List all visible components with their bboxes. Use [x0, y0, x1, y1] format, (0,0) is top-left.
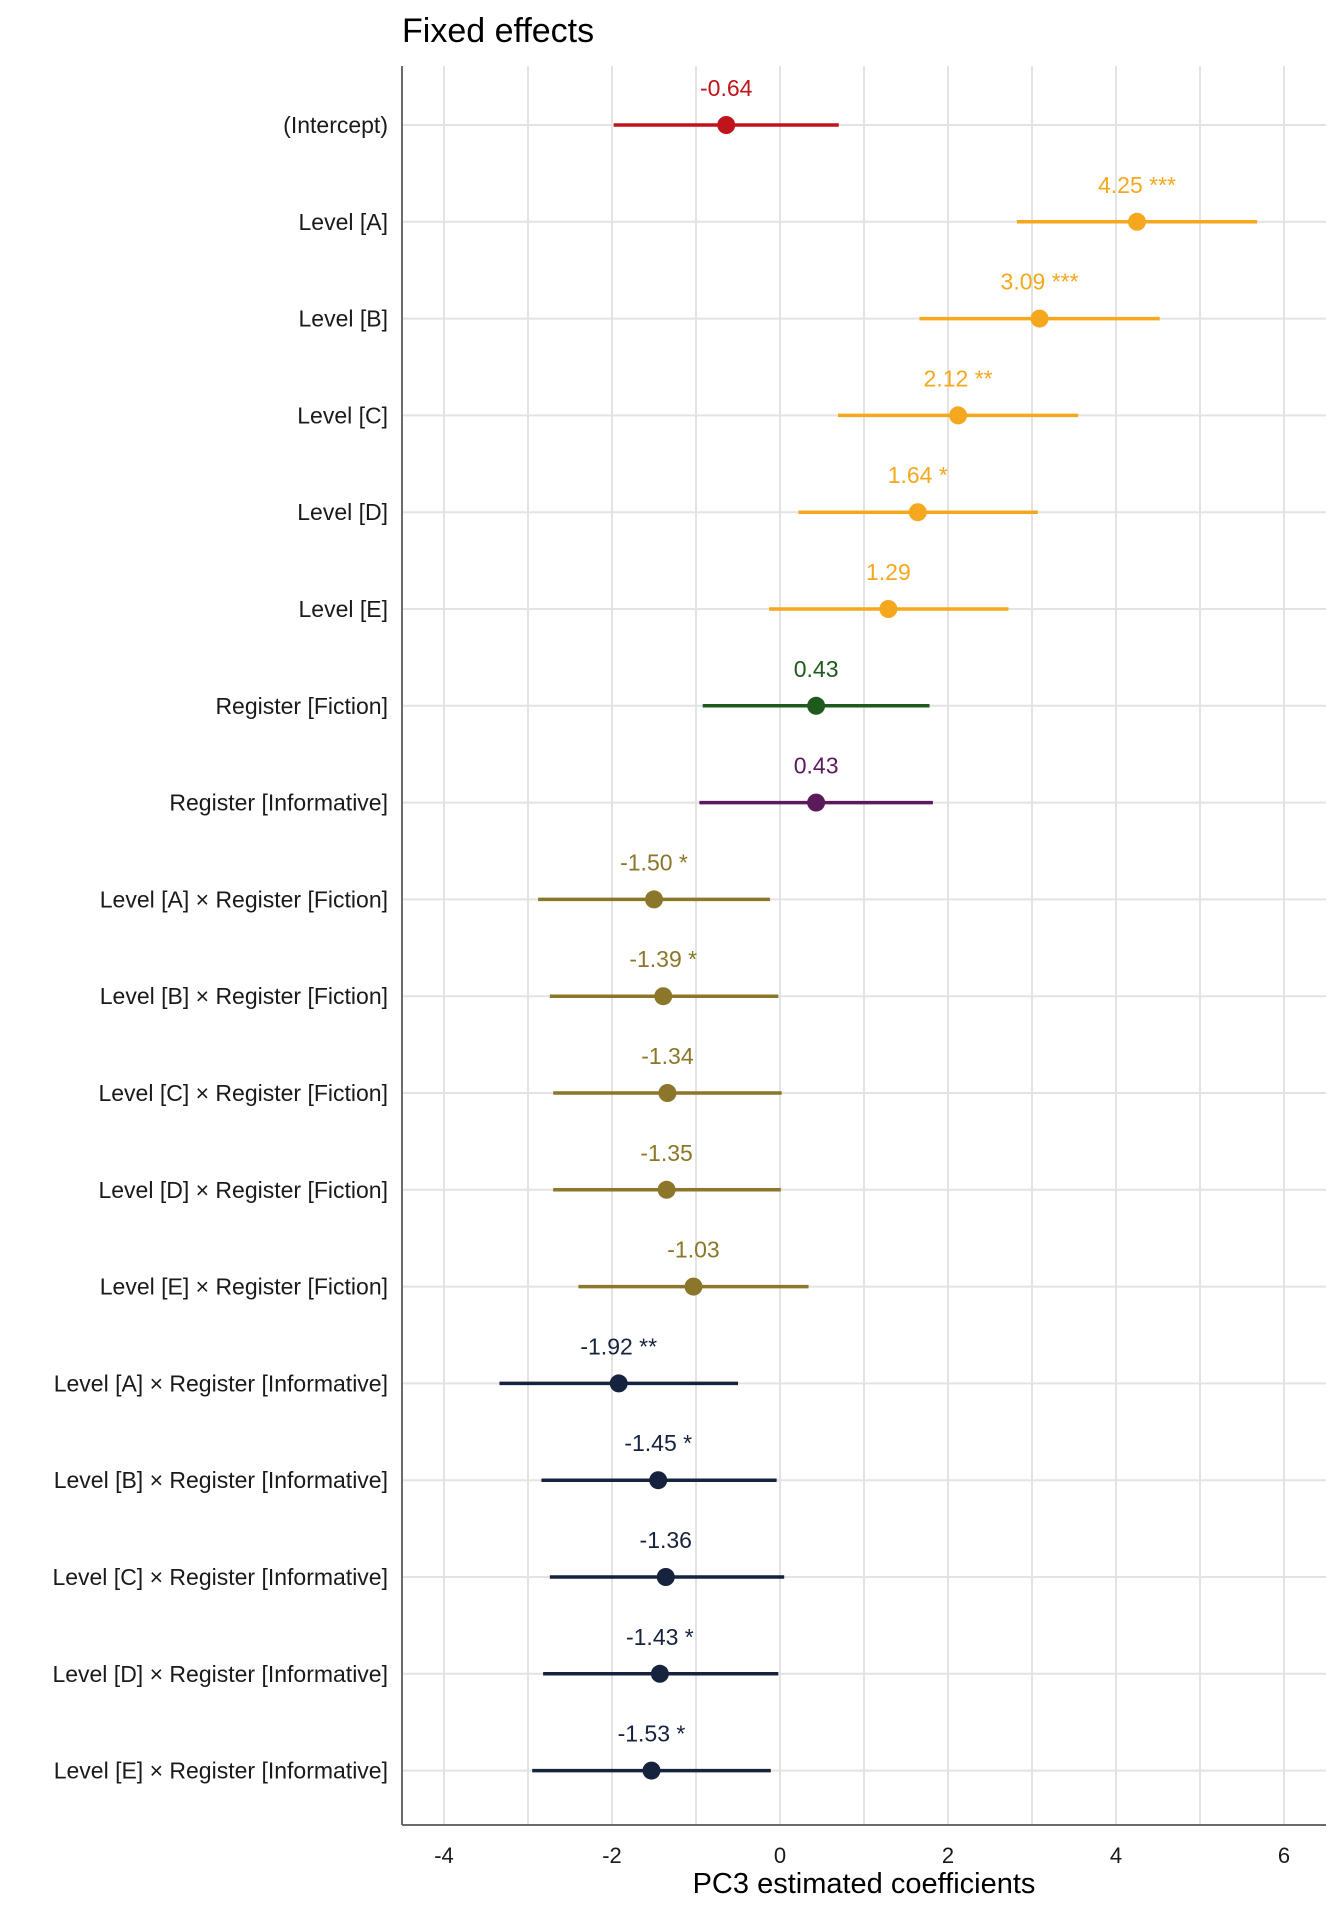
term-label: Level [D] × Register [Informative]	[52, 1661, 388, 1687]
x-tick-label: -2	[602, 1843, 622, 1868]
estimate-value-label: 0.43	[794, 656, 839, 682]
estimate-point	[684, 1277, 703, 1296]
term-label: Level [B]	[299, 306, 389, 332]
estimate-value-label: 1.29	[866, 559, 911, 585]
estimate-value-label: -1.43 *	[626, 1624, 694, 1650]
estimate-point	[908, 503, 927, 522]
estimate-value-label: 3.09 ***	[1001, 269, 1079, 295]
estimates: -0.64 4.25 *** 3.09 *** 2.12 ** 1.64 * 1.29 0.…	[499, 75, 1258, 1780]
x-tick-label: 6	[1278, 1843, 1290, 1868]
estimate-point	[1128, 212, 1146, 231]
term-label: Level [A] × Register [Fiction]	[100, 886, 388, 912]
estimate-point	[1030, 309, 1049, 328]
estimate-value-label: -1.36	[640, 1527, 692, 1553]
estimate-point	[650, 1664, 669, 1683]
estimate-point	[649, 1471, 668, 1490]
term-label: Level [C]	[297, 402, 388, 428]
estimate-point	[645, 890, 663, 909]
estimate-point	[657, 1180, 676, 1199]
estimate-value-label: -1.50 *	[620, 849, 688, 875]
estimate-value-label: 4.25 ***	[1098, 172, 1176, 198]
estimate-point	[807, 696, 826, 715]
estimate-value-label: 1.64 *	[888, 462, 948, 488]
x-tick-label: 4	[1110, 1843, 1122, 1868]
estimate-value-label: -1.35	[640, 1140, 692, 1166]
estimate-value-label: -1.92 **	[580, 1333, 657, 1359]
estimate-value-label: -1.34	[641, 1043, 694, 1069]
x-tick-labels: -4 -2 0 2 4 6	[434, 1843, 1290, 1868]
term-label: Level [A]	[299, 209, 389, 235]
term-label: Level [C] × Register [Informative]	[52, 1564, 388, 1590]
term-label: Level [D]	[297, 499, 388, 525]
x-tick-label: 0	[774, 1843, 786, 1868]
estimate-point	[949, 406, 968, 425]
term-label: Level [B] × Register [Fiction]	[100, 983, 388, 1009]
estimate-value-label: -1.39 *	[629, 946, 697, 972]
estimate-point	[654, 987, 673, 1006]
x-tick-label: -4	[434, 1843, 454, 1868]
term-label: Register [Fiction]	[215, 693, 388, 719]
estimate-point	[656, 1568, 675, 1586]
term-label: Level [E]	[299, 596, 389, 622]
term-label: Level [E] × Register [Fiction]	[100, 1274, 388, 1300]
y-tick-labels: (Intercept) Level [A] Level [B] Level [C] Le…	[52, 112, 388, 1784]
chart-title: Fixed effects	[402, 12, 594, 50]
x-axis-title: PC3 estimated coefficients	[693, 1868, 1036, 1900]
grid-layer	[402, 66, 1326, 1825]
estimate-value-label: -1.53 *	[618, 1721, 686, 1747]
term-label: Level [B] × Register [Informative]	[54, 1467, 388, 1493]
term-label: (Intercept)	[283, 112, 388, 138]
term-label: Register [Informative]	[169, 790, 388, 816]
term-label: Level [D] × Register [Fiction]	[98, 1177, 388, 1203]
estimate-point	[807, 793, 826, 812]
x-tick-label: 2	[942, 1843, 954, 1868]
estimate-value-label: 0.43	[794, 753, 839, 779]
term-label: Level [E] × Register [Informative]	[54, 1758, 388, 1784]
estimate-point	[642, 1761, 661, 1780]
estimate-point	[609, 1374, 628, 1393]
estimate-value-label: -1.45 *	[624, 1430, 692, 1456]
term-label: Level [C] × Register [Fiction]	[98, 1080, 388, 1106]
axis-layer	[401, 66, 1326, 1826]
estimate-value-label: -0.64	[700, 75, 753, 101]
estimate-value-label: 2.12 **	[924, 365, 993, 391]
estimate-point	[717, 116, 736, 134]
estimate-point	[879, 600, 898, 618]
estimate-value-label: -1.03	[667, 1237, 719, 1263]
estimate-point	[658, 1084, 677, 1102]
term-label: Level [A] × Register [Informative]	[54, 1370, 388, 1396]
